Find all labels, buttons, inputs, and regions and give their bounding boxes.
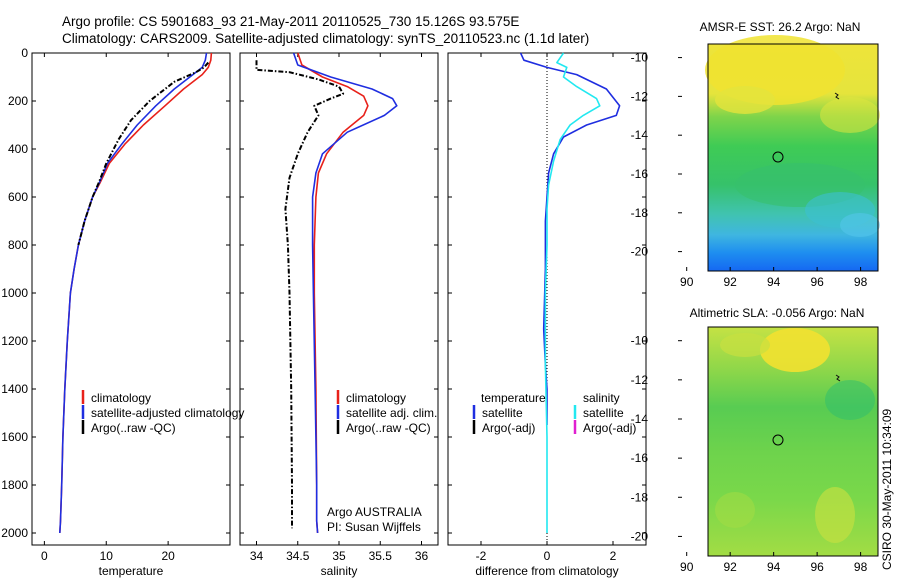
series-line	[544, 52, 601, 533]
salinity-legend: climatology satellite adj. clim. Argo(..…	[327, 390, 437, 534]
x-tick-label: 10	[100, 549, 114, 563]
y-tick-label: 1600	[1, 430, 28, 444]
x-tick-label: 0	[544, 549, 551, 563]
y-tick-label: 2000	[1, 526, 28, 540]
y-tick-label: 800	[8, 238, 28, 252]
sst-map: AMSR-E SST: 26.2 Argo: NaN 90 92 94 96 98 -10…	[631, 20, 880, 289]
series-line	[77, 61, 210, 246]
y-tick-label: 1400	[1, 382, 28, 396]
legend-title-salinity: salinity	[583, 391, 620, 405]
side-timestamp: CSIRO 30-May-2011 10:34:09	[880, 408, 894, 570]
map-x-tick-label: 90	[680, 275, 694, 289]
x-tick-label: 35	[332, 549, 346, 563]
legend-label-climatology: climatology	[91, 391, 151, 405]
x-axis-label: temperature	[99, 564, 164, 578]
y-tick-label: 0	[21, 46, 28, 60]
y-tick-label: 200	[8, 94, 28, 108]
series-line	[255, 60, 345, 529]
legend-label-temp-argo: Argo(-adj)	[482, 421, 535, 435]
y-tick-label: 1200	[1, 334, 28, 348]
plot-frame	[31, 52, 231, 546]
legend-label-temp-satellite: satellite	[482, 406, 523, 420]
profile-location-marker	[772, 151, 784, 163]
legend-label-argo: Argo(..raw -QC)	[346, 421, 431, 435]
legend-label-argo: Argo(..raw -QC)	[91, 421, 176, 435]
annotation-pi: PI: Susan Wijffels	[327, 520, 421, 534]
map-y-tick-label: -16	[631, 451, 649, 465]
map-y-tick-label: -12	[631, 373, 649, 387]
sst-map-title: AMSR-E SST: 26.2 Argo: NaN	[700, 20, 861, 34]
y-tick-label: 1000	[1, 286, 28, 300]
sla-map-axes: 90 92 94 96 98 -10 -12 -14 -16 -18 -20	[631, 334, 868, 574]
x-tick-label: 34	[250, 549, 264, 563]
legend-label-satellite: satellite adj. clim.	[346, 406, 437, 420]
y-tick-label: 1800	[1, 478, 28, 492]
y-tick-label: 600	[8, 190, 28, 204]
difference-legend: temperature salinity satellite Argo(-adj…	[472, 391, 636, 435]
x-tick-label: 34.5	[286, 549, 310, 563]
x-tick-label: 2	[610, 549, 617, 563]
series-line	[292, 52, 398, 534]
sla-map-image	[707, 326, 879, 557]
map-y-tick-label: -14	[631, 128, 649, 142]
y-tick-label: 400	[8, 142, 28, 156]
sla-map-title: Altimetric SLA: -0.056 Argo: NaN	[690, 306, 865, 320]
sst-map-image	[705, 35, 880, 272]
map-x-tick-label: 92	[723, 275, 737, 289]
figure-title-line2: Climatology: CARS2009. Satellite-adjuste…	[62, 31, 589, 46]
map-y-tick-label: -10	[631, 334, 649, 348]
salinity-panel: 34 34.5 35 35.5 36 salinity	[239, 52, 439, 578]
map-y-tick-label: -10	[631, 51, 649, 65]
profile-location-marker	[772, 434, 784, 446]
map-y-tick-label: -14	[631, 412, 649, 426]
legend-label-sal-argo: Argo(-adj)	[583, 421, 636, 435]
x-tick-label: 35.5	[369, 549, 393, 563]
figure-title-line1: Argo profile: CS 5901683_93 21-May-2011 …	[62, 14, 519, 29]
map-x-tick-label: 96	[810, 560, 824, 574]
series-line	[59, 52, 208, 534]
map-x-tick-label: 96	[810, 275, 824, 289]
map-x-tick-label: 94	[767, 275, 781, 289]
map-x-tick-label: 90	[680, 560, 694, 574]
map-y-tick-label: -18	[631, 206, 649, 220]
legend-label-satellite: satellite-adjusted climatology	[91, 406, 244, 420]
x-tick-label: 0	[41, 549, 48, 563]
annotation-argo-australia: Argo AUSTRALIA	[327, 505, 422, 519]
legend-title-temperature: temperature	[481, 391, 546, 405]
x-tick-label: 36	[415, 549, 429, 563]
x-tick-label: -2	[476, 549, 487, 563]
map-x-tick-label: 98	[854, 275, 868, 289]
map-y-tick-label: -18	[631, 490, 649, 504]
legend-label-sal-satellite: satellite	[583, 406, 624, 420]
legend-label-climatology: climatology	[346, 391, 406, 405]
x-tick-label: 20	[161, 549, 175, 563]
temperature-legend: climatology satellite-adjusted climatolo…	[81, 390, 244, 435]
temperature-panel: 0 10 2002004006008001000120014001600180020…	[1, 46, 231, 578]
map-x-tick-label: 94	[767, 560, 781, 574]
map-x-tick-label: 98	[854, 560, 868, 574]
sla-map: Altimetric SLA: -0.056 Argo: NaN 90 92 94 9…	[631, 306, 879, 574]
sst-map-axes: 90 92 94 96 98 -10 -12 -14 -16 -18 -20	[631, 51, 868, 289]
map-y-tick-label: -20	[631, 245, 649, 259]
plot-frame	[239, 52, 439, 546]
map-y-tick-label: -20	[631, 529, 649, 543]
map-y-tick-label: -12	[631, 89, 649, 103]
x-axis-label: difference from climatology	[475, 564, 618, 578]
map-y-tick-label: -16	[631, 167, 649, 181]
x-axis-label: salinity	[321, 564, 358, 578]
map-x-tick-label: 92	[723, 560, 737, 574]
